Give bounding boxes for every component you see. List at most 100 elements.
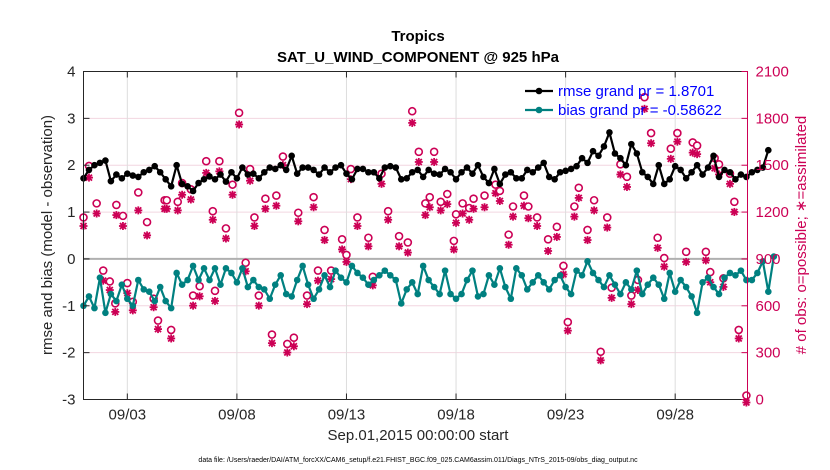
obs-possible-point <box>622 172 632 182</box>
obs-assimilated-point <box>283 348 292 357</box>
rmse-point <box>496 180 504 188</box>
asterisk-stroke <box>174 206 182 215</box>
bias-point <box>419 262 427 270</box>
obs-possible-point <box>383 206 393 216</box>
obs-possible-point <box>210 286 220 296</box>
rmse-point <box>348 175 356 183</box>
obs-possible-point <box>563 317 573 327</box>
obs-possible-point <box>92 199 101 208</box>
bias-point <box>167 304 175 312</box>
asterisk-stroke <box>255 302 263 310</box>
asterisk-stroke <box>627 300 635 308</box>
asterisk-stroke <box>189 302 197 310</box>
obs-possible-point <box>173 197 183 207</box>
asterisk-stroke <box>112 211 121 219</box>
bias-point <box>376 272 383 279</box>
obs-assimilated-point <box>189 301 198 310</box>
bias-point <box>397 300 405 307</box>
bias-point <box>666 269 674 277</box>
bias-point <box>502 283 509 291</box>
rmse-point <box>91 161 98 169</box>
bias-point <box>507 295 515 303</box>
asterisk-stroke <box>623 183 631 191</box>
bias-point <box>288 293 295 300</box>
asterisk-stroke <box>660 262 668 271</box>
obs-possible-point <box>221 224 231 233</box>
rmse-point <box>748 168 756 176</box>
obs-possible-point <box>583 225 592 235</box>
y-tick-label: 1 <box>67 204 75 221</box>
rmse-point <box>211 175 219 183</box>
y2-tick-label: 1500 <box>756 157 789 174</box>
asterisk-stroke <box>290 342 298 350</box>
rmse-point <box>233 175 241 182</box>
asterisk-stroke <box>570 212 579 221</box>
rmse-point <box>200 175 208 183</box>
bias-point <box>633 267 641 274</box>
bias-point <box>496 265 504 272</box>
rmse-point <box>660 180 668 188</box>
y2-axis-label: # of obs: o=possible; ∗=assimilated <box>793 116 810 355</box>
obs-assimilated-point <box>509 212 518 221</box>
obs-assimilated-point <box>272 201 281 210</box>
bias-point <box>386 272 394 279</box>
bias-point <box>282 290 290 298</box>
obs-possible-point <box>436 197 446 207</box>
asterisk-stroke <box>178 191 186 199</box>
bias-point <box>754 269 761 277</box>
y2-tick-label: 900 <box>756 251 781 268</box>
bias-point <box>195 276 202 284</box>
bias-point <box>562 283 569 291</box>
obs-assimilated-point <box>583 236 592 245</box>
asterisk-stroke <box>246 177 254 185</box>
obs-assimilated-point <box>408 118 417 127</box>
rmse-point <box>458 168 465 176</box>
obs-assimilated-point <box>452 218 461 227</box>
asterisk-stroke <box>742 398 751 407</box>
obs-assimilated-point <box>570 212 579 221</box>
rmse-point <box>452 175 460 183</box>
asterisk-stroke <box>309 203 318 211</box>
bias-point <box>260 286 268 293</box>
obs-possible-point <box>234 108 244 118</box>
rmse-point <box>469 170 476 177</box>
rmse-point <box>228 168 235 176</box>
rmse-point <box>447 168 454 176</box>
obs-possible-point <box>458 199 467 208</box>
obs-assimilated-point <box>425 203 434 212</box>
obs-assimilated-point <box>162 204 171 213</box>
obs-possible-point <box>508 202 518 211</box>
asterisk-stroke <box>640 105 649 113</box>
rmse-point <box>173 161 180 169</box>
rmse-point <box>699 171 706 178</box>
obs-assimilated-point <box>603 223 612 232</box>
bias-point <box>649 274 657 281</box>
legend: rmse grand pr = 1.8701 bias grand pr = -0… <box>525 83 722 119</box>
asterisk-stroke <box>607 294 616 302</box>
y-tick-label: 3 <box>67 110 75 127</box>
obs-possible-point <box>524 202 533 211</box>
bias-point <box>513 265 520 272</box>
obs-assimilated-point <box>660 262 669 271</box>
rmse-point <box>124 170 131 177</box>
obs-possible-point <box>228 180 237 189</box>
x-tick-label: 09/08 <box>218 407 256 424</box>
bias-point <box>189 262 197 270</box>
obs-possible-point <box>162 195 172 205</box>
obs-assimilated-point <box>342 257 351 266</box>
obs-assimilated-point <box>693 150 702 159</box>
rmse-point <box>162 175 169 183</box>
data-file-footer: data file: /Users/raeder/DAI/ATM_forcXX/… <box>198 457 638 464</box>
obs-possible-point <box>188 291 198 300</box>
obs-possible-point <box>701 247 711 257</box>
obs-assimilated-point <box>134 206 143 215</box>
rmse-point <box>622 161 630 169</box>
obs-assimilated-point <box>195 292 204 301</box>
obs-possible-point <box>574 183 584 193</box>
obs-assimilated-point <box>178 190 187 199</box>
obs-possible-point <box>742 391 751 400</box>
rmse-point <box>326 168 334 176</box>
asterisk-stroke <box>590 206 598 215</box>
rmse-point <box>655 161 663 169</box>
asterisk-stroke <box>443 200 451 208</box>
